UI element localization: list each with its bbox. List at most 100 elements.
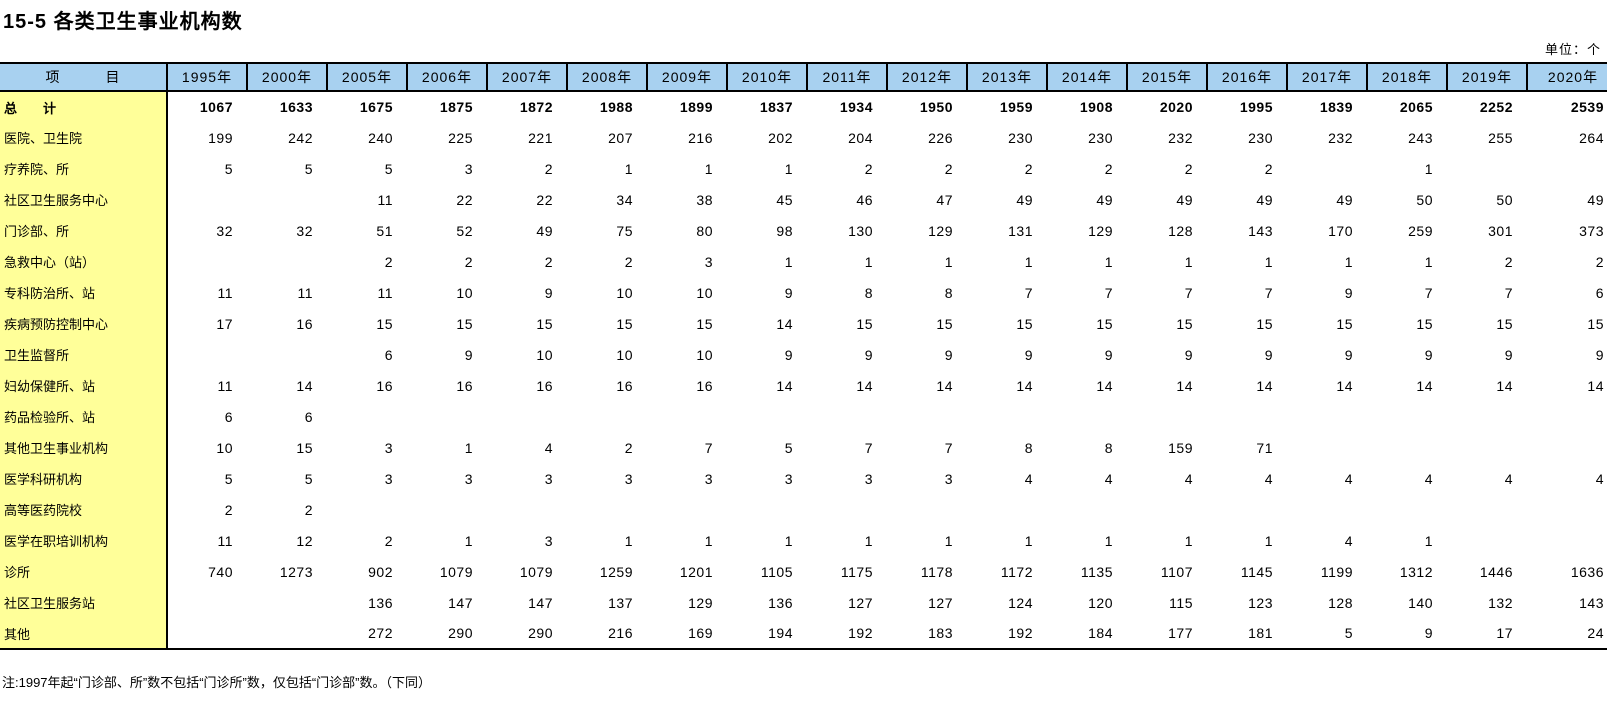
data-cell: 1899 [679,99,713,115]
data-cell: 1 [1424,532,1433,549]
data-cell: 1 [944,532,953,549]
data-cell: 115 [1169,594,1193,611]
data-cell: 2 [1184,160,1193,177]
data-cell: 15 [1256,315,1273,332]
year-column-header: 2020年 [1526,63,1607,92]
data-cell: 9 [1184,346,1193,363]
year-column-header: 2000年 [246,63,327,92]
data-cell: 7 [1024,284,1033,301]
data-cell: 1 [944,253,953,270]
data-cell: 147 [448,594,473,611]
data-cell: 2252 [1479,99,1513,115]
data-cell: 6 [304,408,313,425]
year-column-header: 2013年 [966,63,1047,92]
data-cell: 2 [864,160,873,177]
data-cell: 169 [688,625,713,641]
data-cell: 1067 [199,99,233,115]
data-cell: 230 [1008,129,1033,146]
data-cell: 10 [456,284,473,301]
data-cell: 4 [1344,470,1353,487]
data-cell: 3 [544,532,553,549]
data-cell: 216 [608,625,633,641]
data-cell [1287,401,1367,432]
data-cell: 2 [624,439,633,456]
data-cell: 49 [1016,191,1033,208]
data-cell [647,494,727,525]
data-cell: 2 [224,501,233,518]
row-label: 门诊部、所 [0,215,168,246]
data-cell: 14 [776,377,793,394]
data-cell: 5 [224,470,233,487]
data-cell: 9 [464,346,473,363]
data-cell: 5 [224,160,233,177]
data-cell: 14 [296,377,313,394]
table-row: 总 计 1067 1633 1675 1875 1872 1988 1899 1837 1934 1… [0,91,1607,122]
data-cell [247,184,327,215]
data-cell: 129 [928,222,953,239]
data-cell: 11 [297,284,313,301]
data-cell: 16 [616,377,633,394]
year-column-header: 2012年 [886,63,967,92]
data-cell: 132 [1488,594,1513,611]
data-cell: 4 [1504,470,1513,487]
data-cell [487,494,567,525]
data-cell [1527,525,1607,556]
data-cell: 7 [944,439,953,456]
page-title: 15-5 各类卫生事业机构数 [3,11,243,33]
data-cell [167,618,247,649]
year-column-header: 2018年 [1366,63,1447,92]
data-cell: 14 [936,377,953,394]
data-cell: 1675 [359,99,393,115]
data-cell [247,618,327,649]
data-cell: 10 [696,346,713,363]
data-cell: 32 [216,222,233,239]
data-cell: 1 [704,532,713,549]
data-cell: 136 [368,594,393,611]
data-cell: 16 [376,377,393,394]
data-cell [327,401,407,432]
data-cell: 4 [1595,470,1604,487]
data-cell: 80 [696,222,713,239]
data-cell: 2 [544,160,553,177]
data-cell: 10 [536,346,553,363]
data-cell: 4 [1024,470,1033,487]
row-label: 社区卫生服务中心 [0,184,168,215]
data-cell [967,401,1047,432]
data-cell: 264 [1579,129,1604,146]
data-cell: 15 [856,315,873,332]
data-cell: 11 [217,377,233,394]
data-cell: 1145 [1240,563,1273,580]
data-cell: 1 [1024,253,1033,270]
data-cell [327,494,407,525]
data-cell: 15 [1496,315,1513,332]
data-cell: 1 [1424,253,1433,270]
data-cell: 2 [944,160,953,177]
data-cell [807,494,887,525]
data-cell: 3 [384,439,393,456]
year-column-header: 2008年 [566,63,647,92]
data-cell: 7 [1184,284,1193,301]
data-cell: 1 [1104,532,1113,549]
data-cell: 50 [1416,191,1433,208]
data-cell: 1908 [1079,99,1113,115]
data-cell: 75 [616,222,633,239]
data-cell: 2 [1024,160,1033,177]
data-cell: 4 [1344,532,1353,549]
data-cell: 1178 [920,563,953,580]
data-cell: 1636 [1570,563,1604,580]
data-cell: 130 [848,222,873,239]
data-cell [1367,401,1447,432]
data-cell: 2 [384,253,393,270]
data-cell [487,401,567,432]
data-cell [807,401,887,432]
data-cell: 3 [464,160,473,177]
data-cell: 15 [936,315,953,332]
data-cell: 301 [1488,222,1513,239]
data-cell: 226 [928,129,953,146]
data-cell: 15 [376,315,393,332]
item-column-header: 项 目 [0,63,167,92]
data-cell: 49 [1256,191,1273,208]
data-cell: 50 [1496,191,1513,208]
table-row: 专科防治所、站 11 11 11 10 9 10 10 9 8 8 7 7 7 7 9 7 7 6 [0,277,1607,308]
data-cell: 24 [1587,625,1604,641]
